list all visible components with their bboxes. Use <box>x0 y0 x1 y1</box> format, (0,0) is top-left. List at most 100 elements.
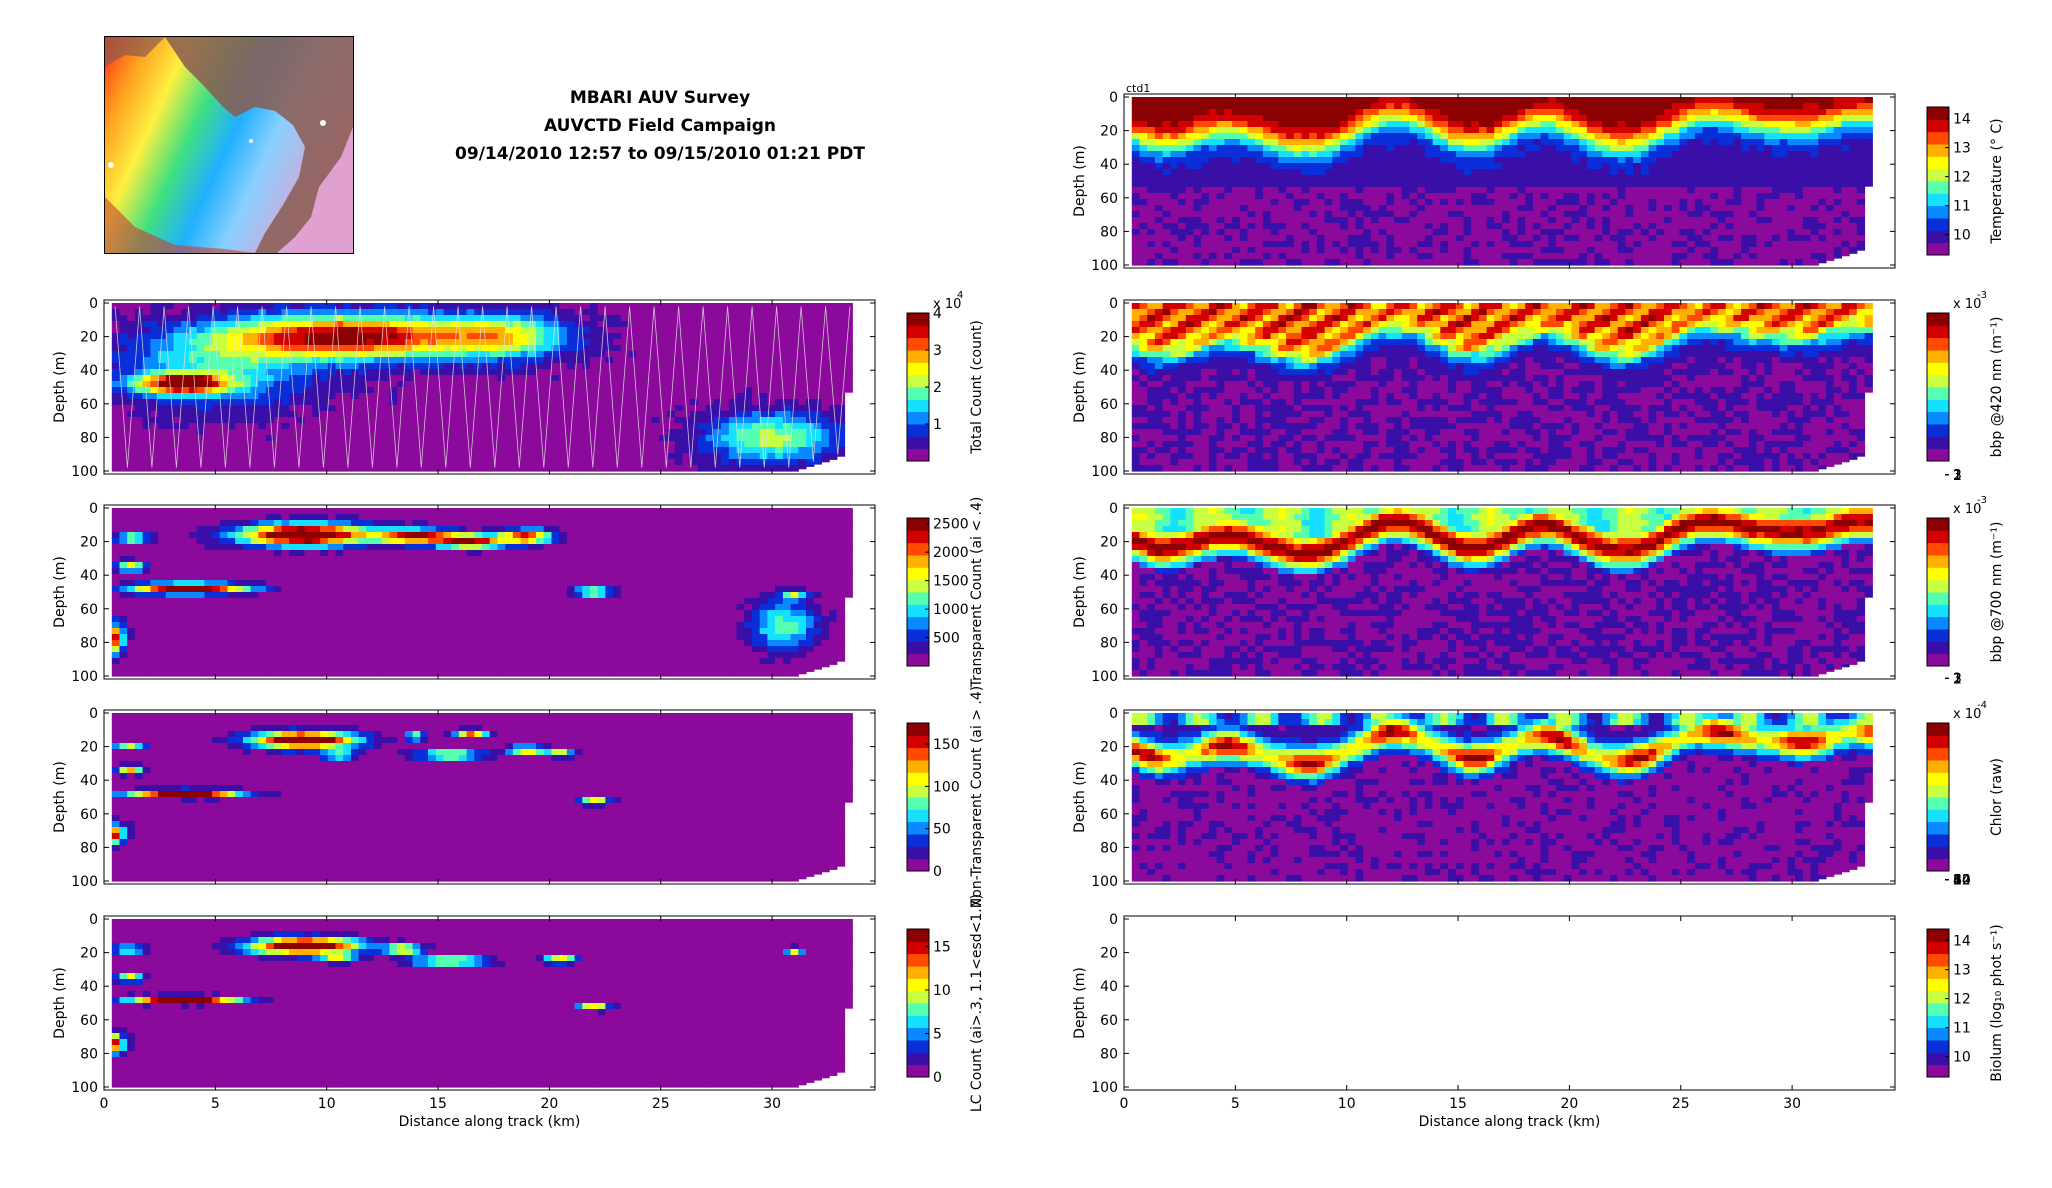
heatmap-cell <box>358 315 367 322</box>
heatmap-cell <box>404 441 414 448</box>
heatmap-cell <box>798 453 807 460</box>
heatmap-cell <box>698 634 707 641</box>
heatmap-cell <box>374 670 383 677</box>
heatmap-cell <box>158 550 167 557</box>
heatmap-cell <box>188 417 198 424</box>
heatmap-cell <box>512 526 522 533</box>
heatmap-cell <box>628 453 637 460</box>
heatmap-cell <box>482 327 491 334</box>
heatmap-cell <box>258 670 267 677</box>
heatmap-cell <box>327 453 337 460</box>
heatmap-cell <box>435 562 445 569</box>
heatmap-cell <box>312 514 321 521</box>
heatmap-cell <box>150 321 159 328</box>
heatmap-cell <box>520 339 529 346</box>
y-tick-label: 40 <box>80 363 98 379</box>
heatmap-cell <box>127 423 136 430</box>
heatmap-cell <box>281 580 290 587</box>
heatmap-cell <box>320 393 329 400</box>
heatmap-cell <box>636 592 645 599</box>
heatmap-cell <box>343 465 352 472</box>
heatmap-cell <box>320 315 329 322</box>
heatmap-cell <box>566 411 576 418</box>
heatmap-cell <box>281 634 290 641</box>
heatmap-cell <box>752 405 761 412</box>
heatmap-cell <box>250 435 259 442</box>
heatmap-cell <box>312 616 321 623</box>
heatmap-cell <box>512 520 522 527</box>
heatmap-cell <box>312 538 321 545</box>
heatmap-cell <box>165 574 175 581</box>
heatmap-cell <box>736 411 745 418</box>
heatmap-cell <box>150 556 159 563</box>
heatmap-cell <box>458 598 468 605</box>
heatmap-cell <box>296 399 306 406</box>
heatmap-cell <box>235 658 244 665</box>
heatmap-cell <box>620 453 630 460</box>
heatmap-cell <box>289 664 298 671</box>
heatmap-cell <box>289 544 298 551</box>
heatmap-cell <box>320 592 329 599</box>
heatmap-cell <box>127 568 136 575</box>
heatmap-cell <box>343 538 352 545</box>
heatmap-cell <box>474 640 483 647</box>
heatmap-cell <box>312 634 321 641</box>
heatmap-cell <box>721 550 730 557</box>
heatmap-cell <box>165 568 175 575</box>
heatmap-cell <box>520 658 529 665</box>
heatmap-cell <box>435 315 445 322</box>
heatmap-cell <box>651 538 660 545</box>
heatmap-cell <box>165 616 175 623</box>
heatmap-cell <box>227 658 236 665</box>
heatmap-cell <box>165 363 175 370</box>
heatmap-cell <box>698 399 707 406</box>
heatmap-cell <box>134 303 144 310</box>
heatmap-cell <box>466 417 475 424</box>
heatmap-cell <box>335 616 344 623</box>
heatmap-cell <box>435 514 445 521</box>
heatmap-cell <box>752 381 761 388</box>
heatmap-cell <box>806 339 815 346</box>
heatmap-cell <box>551 417 560 424</box>
heatmap-cell <box>543 556 552 563</box>
heatmap-cell <box>713 568 722 575</box>
heatmap-cell <box>628 598 637 605</box>
heatmap-cell <box>358 435 367 442</box>
heatmap-cell <box>474 556 483 563</box>
heatmap-cell <box>327 393 337 400</box>
heatmap-cell <box>389 351 398 358</box>
heatmap-cell <box>196 664 205 671</box>
heatmap-cell <box>821 417 830 424</box>
heatmap-cell <box>366 616 375 623</box>
heatmap-cell <box>327 447 337 454</box>
heatmap-cell <box>327 538 337 545</box>
heatmap-cell <box>759 333 768 340</box>
heatmap-cell <box>713 532 722 539</box>
heatmap-cell <box>381 538 391 545</box>
heatmap-cell <box>574 387 583 394</box>
heatmap-cell <box>273 465 283 472</box>
heatmap-cell <box>366 321 375 328</box>
heatmap-cell <box>366 369 375 376</box>
heatmap-cell <box>482 447 491 454</box>
heatmap-cell <box>551 387 560 394</box>
heatmap-cell <box>798 393 807 400</box>
heatmap-cell <box>566 465 576 472</box>
heatmap-cell <box>343 417 352 424</box>
heatmap-cell <box>266 592 275 599</box>
heatmap-cell <box>428 405 437 412</box>
heatmap-cell <box>150 357 159 364</box>
heatmap-cell <box>466 465 475 472</box>
heatmap-cell <box>752 363 761 370</box>
heatmap-cell <box>597 399 606 406</box>
heatmap-cell <box>667 616 676 623</box>
heatmap-cell <box>844 381 853 388</box>
heatmap-cell <box>759 339 768 346</box>
heatmap-cell <box>582 453 591 460</box>
heatmap-cell <box>196 393 205 400</box>
heatmap-cell <box>111 417 121 424</box>
heatmap-cell <box>127 526 136 533</box>
heatmap-cell <box>597 652 606 659</box>
heatmap-cell <box>412 315 421 322</box>
heatmap-cell <box>343 616 352 623</box>
